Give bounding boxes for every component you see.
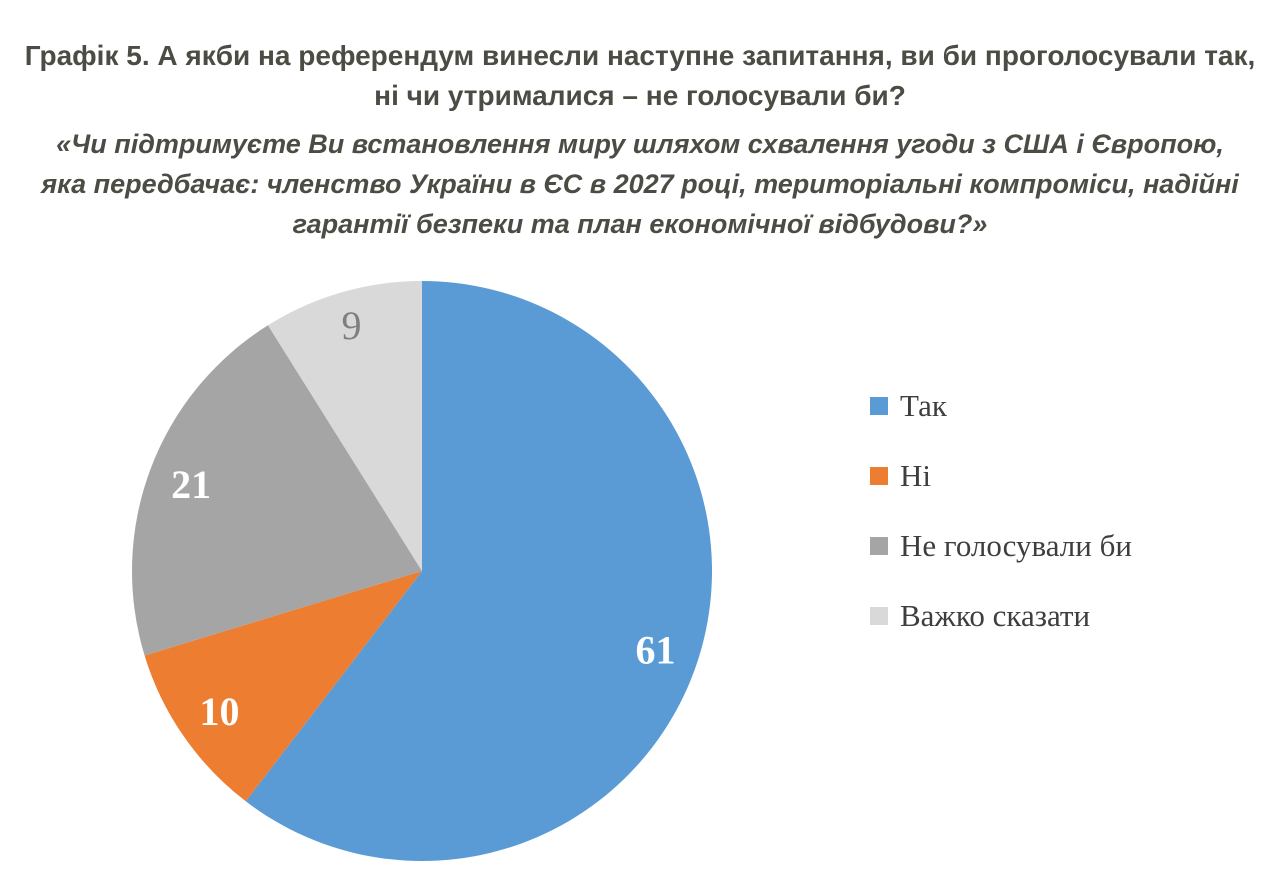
legend-swatch-icon <box>870 467 888 485</box>
legend-label: Не голосували би <box>900 528 1132 563</box>
pie-slice-3 <box>132 325 422 656</box>
legend-item-2: Ні <box>870 460 1132 492</box>
legend: Так Ні Не голосували би Важко сказати <box>870 390 1132 632</box>
chart-subtitle-line-3: гарантії безпеки та план економічної від… <box>292 209 988 239</box>
chart-subtitle-line-2: яка передбачає: членство України в ЄС в … <box>41 169 1239 199</box>
legend-swatch-icon <box>870 397 888 415</box>
pie-data-label: 21 <box>171 462 211 507</box>
pie-data-label: 10 <box>200 689 240 734</box>
chart-subtitle-line-1: «Чи підтримуєте Ви встановлення миру шля… <box>56 129 1224 159</box>
pie-data-label: 9 <box>342 303 362 348</box>
chart-subtitle: «Чи підтримуєте Ви встановлення миру шля… <box>0 124 1280 244</box>
legend-item-3: Не голосували би <box>870 530 1132 562</box>
legend-label: Ні <box>900 458 931 493</box>
pie-slice-2 <box>144 571 422 802</box>
pie-data-label: 61 <box>636 628 676 673</box>
legend-item-1: Так <box>870 390 1132 422</box>
legend-swatch-icon <box>870 607 888 625</box>
pie-slice-1 <box>245 281 713 861</box>
legend-swatch-icon <box>870 537 888 555</box>
legend-label: Важко сказати <box>900 598 1091 633</box>
legend-item-4: Важко сказати <box>870 600 1132 632</box>
chart-title-line-1: Графік 5. А якби на референдум винесли н… <box>24 40 1256 71</box>
chart-title: Графік 5. А якби на референдум винесли н… <box>0 36 1280 116</box>
pie-chart: 61 10 21 9 <box>132 281 713 861</box>
legend-label: Так <box>900 388 947 423</box>
pie-slice-4 <box>267 281 422 571</box>
chart-title-line-2: ні чи утрималися – не голосували би? <box>374 80 906 111</box>
